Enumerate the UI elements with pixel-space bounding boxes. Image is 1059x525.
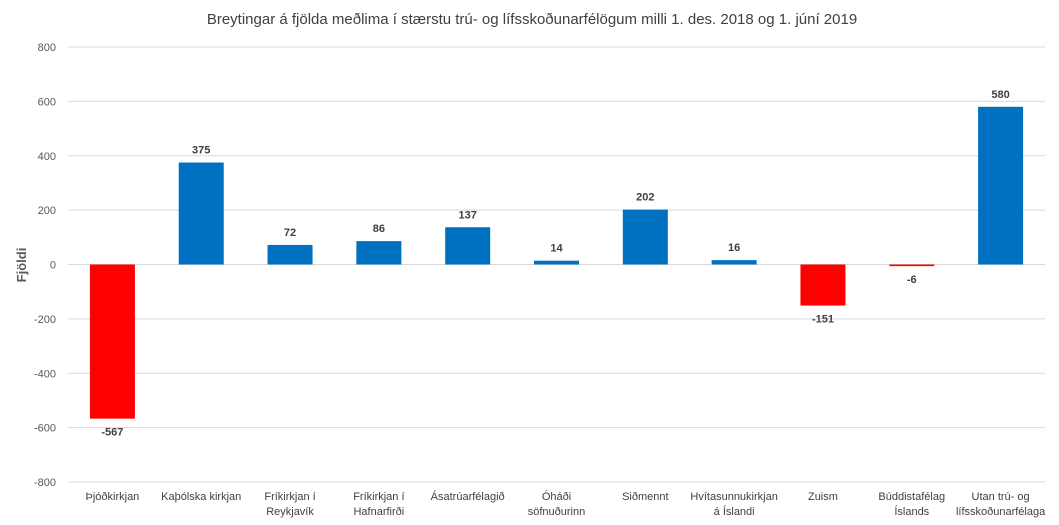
bar <box>267 244 313 265</box>
y-axis-ticks: 800 600 400 200 0 -200 -400 -600 -800 <box>34 42 56 489</box>
bar <box>711 260 757 265</box>
y-tick-label: -800 <box>34 477 56 489</box>
y-tick-label: -200 <box>34 314 56 326</box>
data-labels: -567 375 72 86 137 14 202 16 -151 -6 580 <box>101 89 1009 439</box>
x-tick-label-line: Zuism <box>808 491 838 503</box>
x-tick-label-line: Utan trú- og <box>972 491 1030 503</box>
x-tick-label: Siðmennt <box>622 491 668 503</box>
data-label: 202 <box>636 192 654 204</box>
x-axis-ticks: Þjóðkirkjan Kaþólska kirkjan Fríkirkjan í R… <box>86 490 1047 518</box>
x-tick-label-line: Siðmennt <box>622 491 668 503</box>
x-tick-label: Ásatrúarfélagið <box>431 490 505 503</box>
x-tick-label-line: Hafnarfirði <box>353 506 404 518</box>
x-tick-label: Fríkirkjan í Hafnarfirði <box>353 491 404 518</box>
data-label: 137 <box>459 209 477 221</box>
x-tick-label-line: Óháði <box>542 490 571 503</box>
bar <box>356 241 402 265</box>
y-tick-label: 0 <box>50 260 56 272</box>
y-tick-label: -600 <box>34 423 56 435</box>
data-label: 72 <box>284 227 296 239</box>
chart-title: Breytingar á fjölda meðlima í stærstu tr… <box>207 11 857 28</box>
x-tick-label-line: á Íslandi <box>714 505 755 518</box>
data-label: -151 <box>812 314 834 326</box>
y-tick-label: 600 <box>38 96 56 108</box>
data-label: 14 <box>550 243 563 255</box>
y-axis-label: Fjöldi <box>14 248 29 283</box>
x-tick-label: Kaþólska kirkjan <box>161 491 241 503</box>
bar <box>978 106 1024 265</box>
bar <box>622 209 668 265</box>
x-tick-label-line: Fríkirkjan í <box>353 491 404 503</box>
x-tick-label-line: Búddistafélag <box>878 491 945 503</box>
bar <box>800 264 846 306</box>
data-label: 580 <box>991 89 1009 101</box>
bar <box>89 264 135 419</box>
x-tick-label: Óháði söfnuðurinn <box>528 490 586 518</box>
y-tick-label: 800 <box>38 42 56 54</box>
y-tick-label: -400 <box>34 368 56 380</box>
y-tick-label: 200 <box>38 205 56 217</box>
x-tick-label-line: Reykjavík <box>266 506 314 518</box>
data-label: 375 <box>192 145 210 157</box>
x-tick-label-line: lífsskoðunarfélaga <box>956 506 1046 518</box>
y-tick-label: 400 <box>38 151 56 163</box>
x-tick-label: Þjóðkirkjan <box>86 491 140 503</box>
x-tick-label: Utan trú- og lífsskoðunarfélaga <box>956 491 1046 518</box>
bar <box>889 264 935 267</box>
bar <box>178 162 224 265</box>
x-tick-label: Fríkirkjan í Reykjavík <box>264 491 315 518</box>
x-tick-label: Hvítasunnukirkjan á Íslandi <box>690 491 777 518</box>
x-tick-label-line: söfnuðurinn <box>528 506 586 518</box>
data-label: -6 <box>907 274 917 286</box>
x-tick-label-line: Fríkirkjan í <box>264 491 315 503</box>
x-tick-label: Búddistafélag Íslands <box>878 491 945 518</box>
data-label: -567 <box>101 427 123 439</box>
x-tick-label-line: Kaþólska kirkjan <box>161 491 241 503</box>
x-tick-label-line: Hvítasunnukirkjan <box>690 491 777 503</box>
x-tick-label: Zuism <box>808 491 838 503</box>
x-tick-label-line: Þjóðkirkjan <box>86 491 140 503</box>
data-label: 16 <box>728 242 740 254</box>
bars <box>89 106 1024 419</box>
x-tick-label-line: Íslands <box>894 505 929 518</box>
data-label: 86 <box>373 223 385 235</box>
bar <box>534 260 579 265</box>
x-tick-label-line: Ásatrúarfélagið <box>431 490 505 503</box>
bar <box>445 227 491 265</box>
